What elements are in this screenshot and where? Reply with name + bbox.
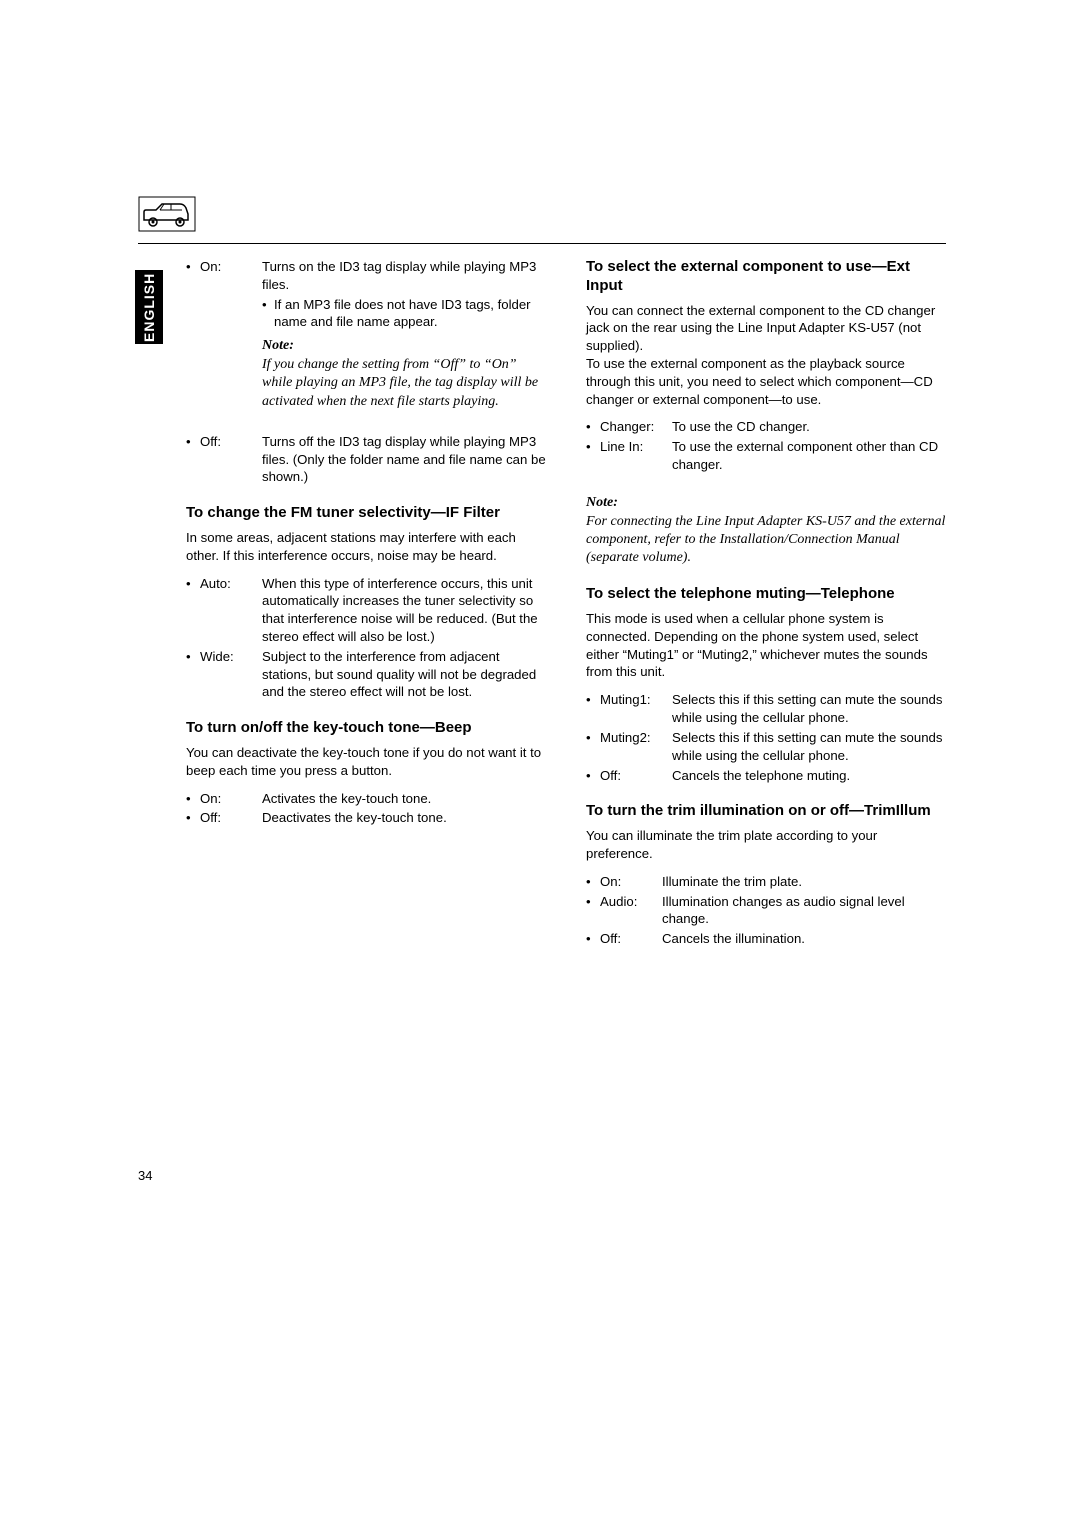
if-filter-heading: To change the FM tuner selectivity—IF Fi…: [186, 504, 546, 523]
trim-off-row: • Off: Cancels the illumination.: [586, 930, 946, 948]
trim-off-desc: Cancels the illumination.: [662, 930, 946, 948]
beep-on-desc: Activates the key-touch tone.: [262, 790, 546, 808]
wide-desc: Subject to the interference from adjacen…: [262, 648, 546, 701]
changer-row: • Changer: To use the CD changer.: [586, 418, 946, 436]
muting1-label: Muting1:: [600, 691, 672, 727]
ext-p1: You can connect the external component t…: [586, 302, 946, 355]
if-filter-intro: In some areas, adjacent stations may int…: [186, 529, 546, 565]
beep-off-label: Off:: [200, 809, 262, 827]
tel-intro: This mode is used when a cellular phone …: [586, 610, 946, 681]
trim-on-label: On:: [600, 873, 662, 891]
car-icon: [138, 196, 196, 232]
trim-audio-row: • Audio: Illumination changes as audio s…: [586, 893, 946, 929]
wide-label: Wide:: [200, 648, 262, 701]
linein-label: Line In:: [600, 438, 672, 474]
ext-note-label: Note:: [586, 494, 946, 513]
trim-intro: You can illuminate the trim plate accord…: [586, 827, 946, 863]
trim-on-row: • On: Illuminate the trim plate.: [586, 873, 946, 891]
beep-off-row: • Off: Deactivates the key-touch tone.: [186, 809, 546, 827]
tel-off-row: • Off: Cancels the telephone muting.: [586, 767, 946, 785]
language-tab: ENGLISH: [135, 270, 163, 344]
beep-off-desc: Deactivates the key-touch tone.: [262, 809, 546, 827]
note-text: If you change the setting from “Off” to …: [262, 356, 546, 411]
muting1-desc: Selects this if this setting can mute th…: [672, 691, 946, 727]
beep-on-row: • On: Activates the key-touch tone.: [186, 790, 546, 808]
ext-p2: To use the external component as the pla…: [586, 355, 946, 408]
right-column: To select the external component to use—…: [586, 258, 946, 950]
muting1-row: • Muting1: Selects this if this setting …: [586, 691, 946, 727]
muting2-row: • Muting2: Selects this if this setting …: [586, 729, 946, 765]
page-number: 34: [138, 1168, 152, 1183]
tag-off-desc: Turns off the ID3 tag display while play…: [262, 433, 546, 486]
tag-on-sub: • If an MP3 file does not have ID3 tags,…: [262, 296, 546, 332]
beep-heading: To turn on/off the key-touch tone—Beep: [186, 719, 546, 738]
muting2-desc: Selects this if this setting can mute th…: [672, 729, 946, 765]
tag-on-row: • On: Turns on the ID3 tag display while…: [186, 258, 546, 294]
changer-desc: To use the CD changer.: [672, 418, 946, 436]
content-columns: • On: Turns on the ID3 tag display while…: [138, 258, 946, 950]
trim-audio-desc: Illumination changes as audio signal lev…: [662, 893, 946, 929]
tel-heading: To select the telephone muting—Telephone: [586, 585, 946, 604]
tel-off-desc: Cancels the telephone muting.: [672, 767, 946, 785]
muting2-label: Muting2:: [600, 729, 672, 765]
header-rule: [138, 243, 946, 244]
linein-desc: To use the external component other than…: [672, 438, 946, 474]
tel-off-label: Off:: [600, 767, 672, 785]
trim-on-desc: Illuminate the trim plate.: [662, 873, 946, 891]
left-column: • On: Turns on the ID3 tag display while…: [186, 258, 546, 950]
changer-label: Changer:: [600, 418, 672, 436]
beep-on-label: On:: [200, 790, 262, 808]
trim-heading: To turn the trim illumination on or off—…: [586, 802, 946, 821]
trim-audio-label: Audio:: [600, 893, 662, 929]
ext-heading: To select the external component to use—…: [586, 258, 946, 296]
wide-row: • Wide: Subject to the interference from…: [186, 648, 546, 701]
auto-row: • Auto: When this type of interference o…: [186, 575, 546, 646]
manual-page: ENGLISH • On: Turns on the ID3 tag displ…: [138, 196, 946, 950]
tag-on-sub-text: If an MP3 file does not have ID3 tags, f…: [274, 296, 546, 332]
auto-label: Auto:: [200, 575, 262, 646]
ext-note-text: For connecting the Line Input Adapter KS…: [586, 513, 946, 568]
tag-off-label: Off:: [200, 433, 262, 486]
beep-intro: You can deactivate the key-touch tone if…: [186, 744, 546, 780]
tag-on-desc: Turns on the ID3 tag display while playi…: [262, 258, 546, 294]
trim-off-label: Off:: [600, 930, 662, 948]
auto-desc: When this type of interference occurs, t…: [262, 575, 546, 646]
note-label: Note:: [262, 337, 546, 356]
tag-on-label: On:: [200, 258, 262, 294]
tag-off-row: • Off: Turns off the ID3 tag display whi…: [186, 433, 546, 486]
linein-row: • Line In: To use the external component…: [586, 438, 946, 474]
